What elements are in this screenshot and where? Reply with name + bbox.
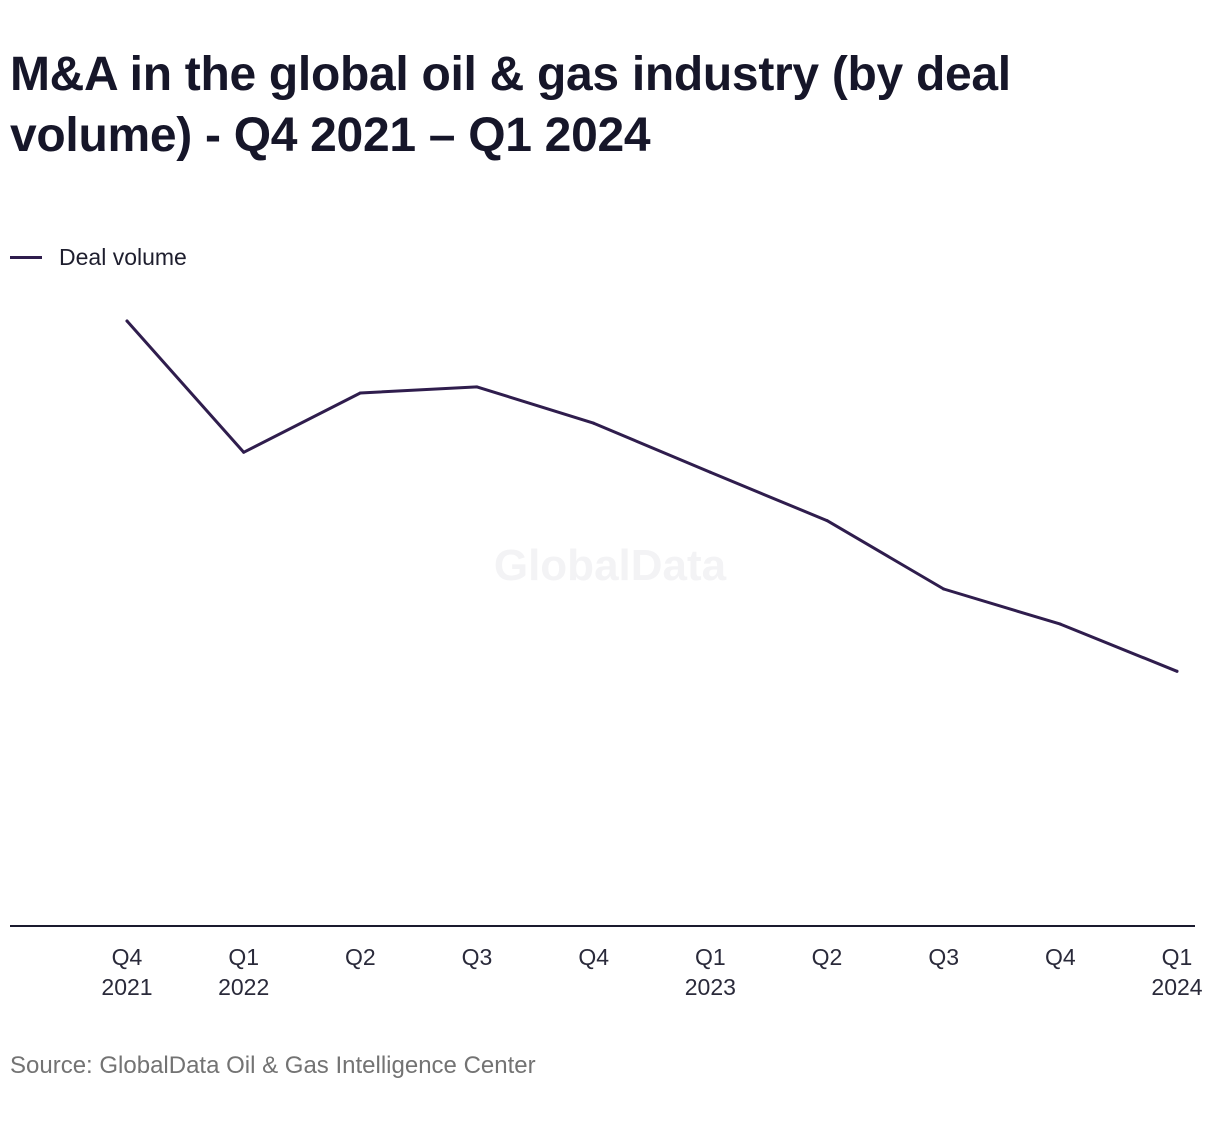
series-point-0-6 (825, 519, 829, 523)
x-tick-label-7: Q3 (928, 944, 959, 970)
x-tick-label-1: Q1 2022 (218, 944, 269, 1000)
series-point-0-3 (475, 385, 479, 389)
legend-label-deal-volume: Deal volume (59, 243, 187, 270)
series-point-0-5 (708, 470, 712, 474)
x-tick-label-4: Q4 (578, 944, 609, 970)
chart-title: M&A in the global oil & gas industry (by… (10, 48, 1011, 162)
source-note: Source: GlobalData Oil & Gas Intelligenc… (10, 1052, 536, 1079)
legend: Deal volume (10, 243, 187, 271)
x-tick-label-9: Q1 2024 (1151, 944, 1202, 1000)
x-tick-label-3: Q3 (462, 944, 493, 970)
x-tick-label-8: Q4 (1045, 944, 1076, 970)
x-tick-label-6: Q2 (812, 944, 843, 970)
legend-line-swatch (10, 255, 42, 259)
x-tick-label-5: Q1 2023 (685, 944, 736, 1000)
x-axis-tick-labels: Q4 2021 Q1 2022 Q2 Q3 Q4 Q1 2023 Q2 Q3 Q4 Q1 2024 (101, 944, 1202, 1000)
series-point-0-4 (592, 421, 596, 425)
series-point-0-0 (125, 319, 129, 323)
series-point-0-2 (358, 391, 362, 395)
x-tick-label-0: Q4 2021 (101, 944, 152, 1000)
series-point-0-7 (942, 587, 946, 591)
series-point-0-8 (1058, 622, 1062, 626)
series-point-0-1 (242, 450, 246, 454)
x-tick-label-2: Q2 (345, 944, 376, 970)
series-layer (125, 319, 1179, 673)
series-line-0 (125, 319, 1179, 673)
series-point-0-9 (1175, 669, 1179, 673)
watermark: GlobalData (494, 541, 727, 590)
